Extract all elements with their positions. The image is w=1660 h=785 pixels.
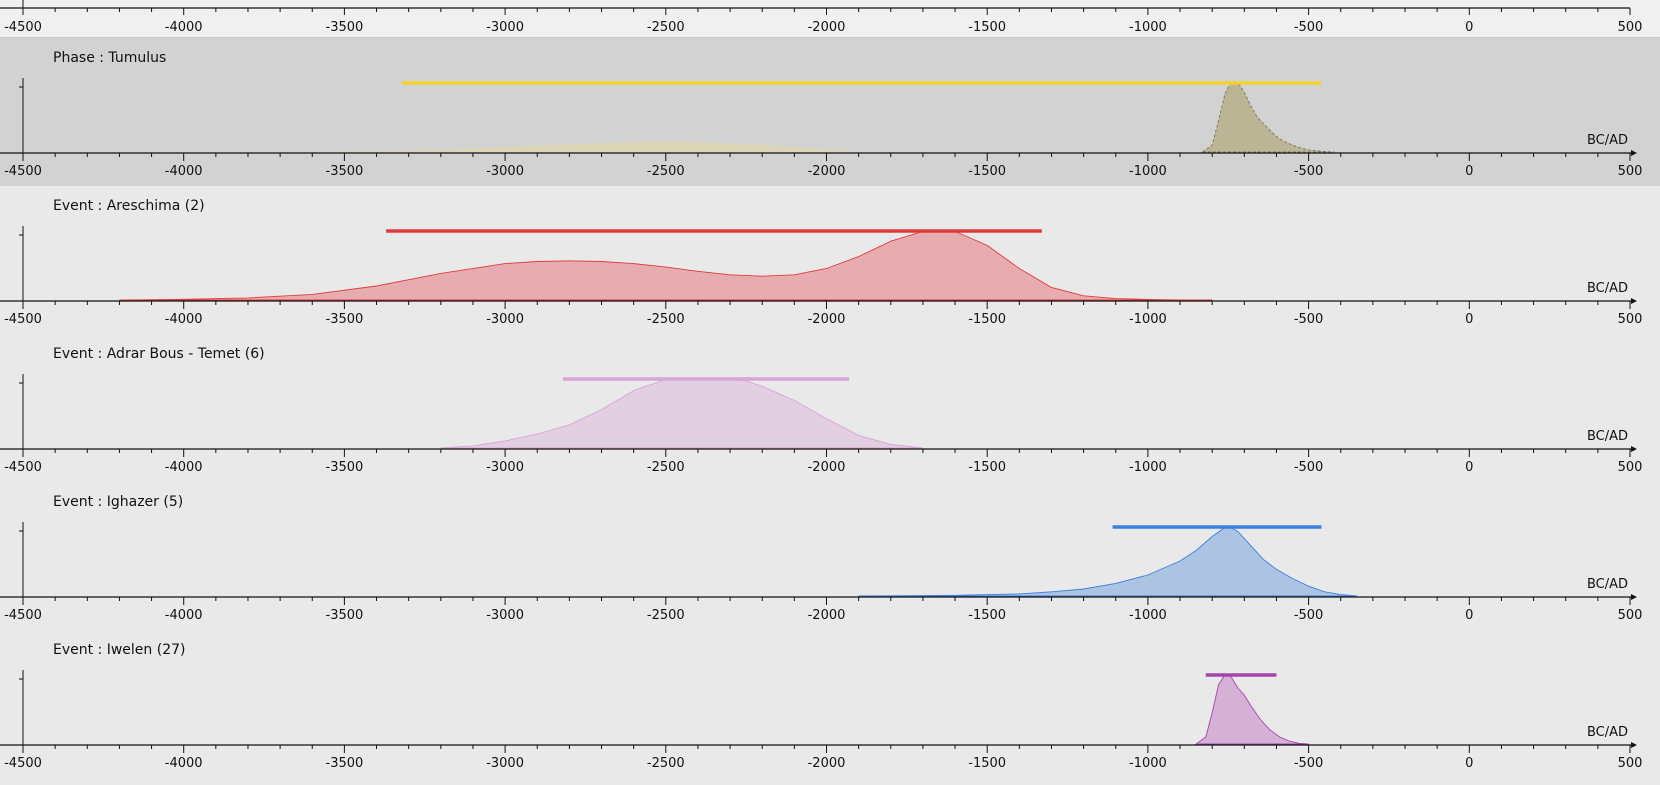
x-tick-label: -4500 <box>4 164 42 179</box>
x-tick-label: -1500 <box>968 20 1006 35</box>
x-tick-label: -3000 <box>486 460 524 475</box>
x-axis-arrow <box>1631 298 1637 304</box>
x-tick-label: -2000 <box>808 608 846 623</box>
x-tick-label: -3500 <box>326 164 364 179</box>
x-tick-label: 500 <box>1618 164 1643 179</box>
x-tick-label: -2500 <box>647 20 685 35</box>
x-tick-label: -1500 <box>968 164 1006 179</box>
top-strip <box>0 0 1660 38</box>
x-tick-label: 500 <box>1618 756 1643 771</box>
x-tick-label: -3500 <box>326 608 364 623</box>
x-tick-label: 0 <box>1465 608 1473 623</box>
axis-unit-label: BC/AD <box>1587 577 1628 592</box>
x-tick-label: -2500 <box>647 312 685 327</box>
x-tick-label: -3000 <box>486 608 524 623</box>
x-tick-label: 500 <box>1618 312 1643 327</box>
x-tick-label: -2000 <box>808 312 846 327</box>
panel-title: Phase : Tumulus <box>53 50 166 66</box>
x-tick-label: -1500 <box>968 608 1006 623</box>
x-tick-label: -1000 <box>1129 312 1167 327</box>
x-tick-label: -2000 <box>808 20 846 35</box>
x-tick-label: -4000 <box>165 460 203 475</box>
x-tick-label: -3000 <box>486 756 524 771</box>
density-curve <box>440 377 923 449</box>
x-tick-label: -2500 <box>647 608 685 623</box>
x-tick-label: -3000 <box>486 312 524 327</box>
x-tick-label: 0 <box>1465 756 1473 771</box>
density-curve <box>858 525 1357 597</box>
x-axis-arrow <box>1631 150 1637 156</box>
panel-title: Event : Iwelen (27) <box>53 642 185 658</box>
density-curve <box>119 229 1213 301</box>
x-tick-label: -4000 <box>165 608 203 623</box>
density-curve <box>1194 673 1309 745</box>
x-tick-label: -3500 <box>326 312 364 327</box>
x-tick-label: -1000 <box>1129 608 1167 623</box>
x-tick-label: -4000 <box>165 756 203 771</box>
x-tick-label: -2500 <box>647 164 685 179</box>
x-tick-label: -500 <box>1294 164 1324 179</box>
x-tick-label: -3000 <box>486 20 524 35</box>
x-tick-label: -4500 <box>4 20 42 35</box>
x-tick-label: -500 <box>1294 312 1324 327</box>
x-tick-label: -4500 <box>4 460 42 475</box>
x-tick-label: -4000 <box>165 20 203 35</box>
x-tick-label: -4000 <box>165 164 203 179</box>
panel-title: Event : Adrar Bous - Temet (6) <box>53 346 265 362</box>
x-tick-label: -4500 <box>4 608 42 623</box>
density-curve <box>1201 81 1335 153</box>
x-tick-label: -4000 <box>165 312 203 327</box>
x-tick-label: -1000 <box>1129 460 1167 475</box>
axis-unit-label: BC/AD <box>1587 133 1628 148</box>
x-tick-label: -1000 <box>1129 756 1167 771</box>
x-tick-label: -500 <box>1294 460 1324 475</box>
x-tick-label: -2000 <box>808 756 846 771</box>
x-tick-label: -2500 <box>647 460 685 475</box>
x-tick-label: -1500 <box>968 756 1006 771</box>
x-tick-label: 0 <box>1465 460 1473 475</box>
panel-selected-bg <box>0 38 1660 186</box>
axis-unit-label: BC/AD <box>1587 281 1628 296</box>
x-tick-label: 0 <box>1465 164 1473 179</box>
x-tick-label: -500 <box>1294 20 1324 35</box>
axis-unit-label: BC/AD <box>1587 725 1628 740</box>
x-tick-label: 500 <box>1618 20 1643 35</box>
x-tick-label: -3500 <box>326 20 364 35</box>
x-tick-label: -1000 <box>1129 164 1167 179</box>
x-tick-label: -3000 <box>486 164 524 179</box>
x-tick-label: -3500 <box>326 460 364 475</box>
x-tick-label: -4500 <box>4 312 42 327</box>
x-tick-label: 500 <box>1618 460 1643 475</box>
x-axis-arrow <box>1631 742 1637 748</box>
x-axis-arrow <box>1631 594 1637 600</box>
x-tick-label: -500 <box>1294 608 1324 623</box>
x-tick-label: -2000 <box>808 460 846 475</box>
x-tick-label: -1500 <box>968 312 1006 327</box>
x-tick-label: -4500 <box>4 756 42 771</box>
x-tick-label: 500 <box>1618 608 1643 623</box>
x-tick-label: 0 <box>1465 312 1473 327</box>
x-tick-label: -500 <box>1294 756 1324 771</box>
panel-title: Event : Areschima (2) <box>53 198 205 214</box>
panel-title: Event : Ighazer (5) <box>53 494 183 510</box>
x-tick-label: -3500 <box>326 756 364 771</box>
x-tick-label: -1500 <box>968 460 1006 475</box>
x-tick-label: 0 <box>1465 20 1473 35</box>
density-curve <box>312 141 859 152</box>
x-tick-label: -1000 <box>1129 20 1167 35</box>
x-axis-arrow <box>1631 446 1637 452</box>
axis-unit-label: BC/AD <box>1587 429 1628 444</box>
x-tick-label: -2000 <box>808 164 846 179</box>
x-tick-label: -2500 <box>647 756 685 771</box>
